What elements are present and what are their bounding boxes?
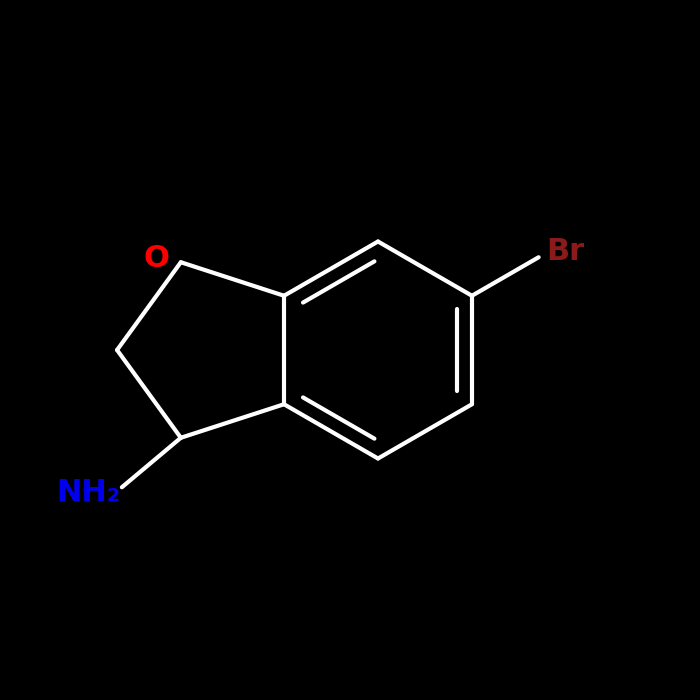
Text: NH₂: NH₂ (56, 478, 120, 508)
Text: O: O (144, 244, 169, 273)
Text: Br: Br (546, 237, 584, 266)
